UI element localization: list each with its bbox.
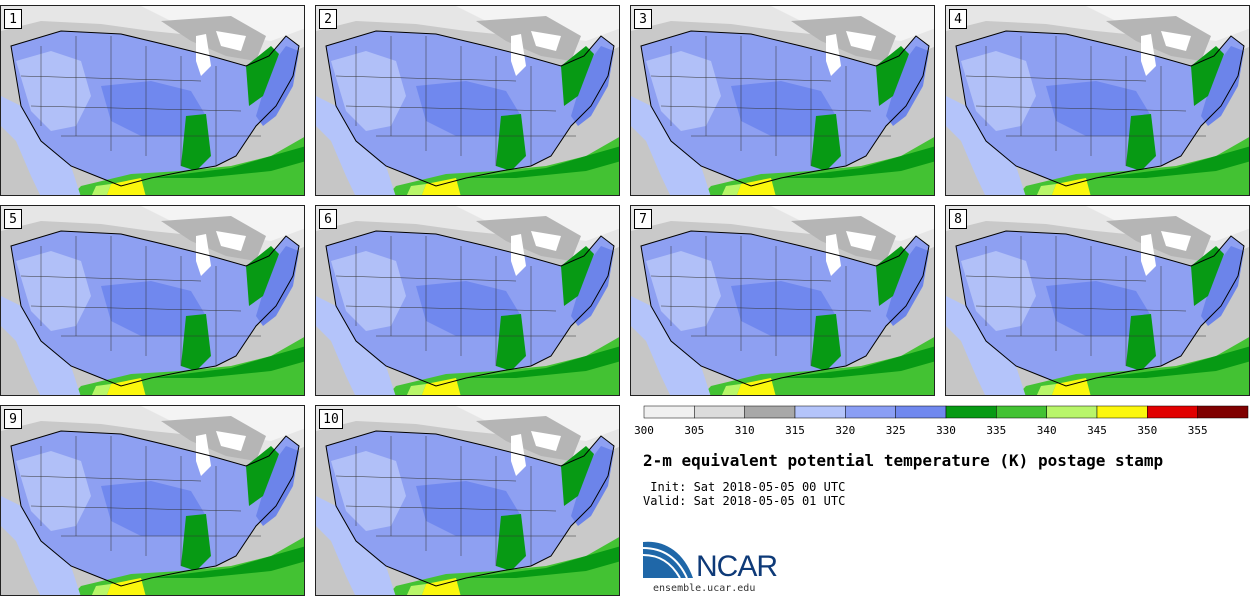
colorbar-segment: [1046, 405, 1098, 419]
colorbar-segment: [744, 405, 796, 419]
ensemble-member-panel-10: 10: [315, 405, 620, 596]
ensemble-member-panel-5: 5: [0, 205, 305, 396]
member-number-label: 3: [634, 9, 652, 29]
colorbar-tick-label: 355: [1187, 424, 1208, 437]
theta-e-map: [1, 206, 304, 395]
theta-e-map: [946, 6, 1249, 195]
colorbar-segment: [996, 405, 1047, 419]
member-number-label: 2: [319, 9, 337, 29]
colorbar-segment: [794, 405, 846, 419]
theta-e-map: [631, 206, 934, 395]
ncar-logo-text: NCAR: [696, 550, 778, 583]
colorbar-segment: [694, 405, 745, 419]
colorbar-tick-label: 340: [1036, 424, 1057, 437]
colorbar-tick-label: 300: [634, 424, 654, 437]
colorbar-segment: [1147, 405, 1198, 419]
colorbar-tick-label: 310: [734, 424, 755, 437]
colorbar-segment: [1096, 405, 1148, 419]
ensemble-member-panel-2: 2: [315, 5, 620, 196]
colorbar-segment: [845, 405, 896, 419]
member-number-label: 4: [949, 9, 967, 29]
colorbar-tick-label: 315: [785, 424, 805, 437]
theta-e-map: [316, 6, 619, 195]
ensemble-member-panel-1: 1: [0, 5, 305, 196]
colorbar-tick-label: 330: [936, 424, 956, 437]
ensemble-member-panel-6: 6: [315, 205, 620, 396]
ensemble-member-panel-9: 9: [0, 405, 305, 596]
member-number-label: 8: [949, 209, 967, 229]
member-number-label: 7: [634, 209, 652, 229]
ensemble-member-panel-8: 8: [945, 205, 1250, 396]
colorbar-tick-label: 345: [1087, 424, 1107, 437]
init-time: Init: Sat 2018-05-05 00 UTC: [643, 480, 846, 494]
ensemble-member-panel-7: 7: [630, 205, 935, 396]
member-number-label: 9: [4, 409, 22, 429]
theta-e-map: [631, 6, 934, 195]
colorbar-tick-label: 325: [885, 424, 906, 437]
valid-time: Valid: Sat 2018-05-05 01 UTC: [643, 494, 846, 508]
colorbar-segment: [1197, 405, 1249, 419]
colorbar-segment: [643, 405, 695, 419]
chart-title: 2-m equivalent potential temperature (K)…: [643, 451, 1164, 470]
theta-e-map: [1, 406, 304, 595]
ncar-logo-icon: [643, 541, 693, 579]
theta-e-map: [946, 206, 1249, 395]
member-number-label: 6: [319, 209, 337, 229]
colorbar-tick-label: 350: [1137, 424, 1158, 437]
ensemble-member-panel-4: 4: [945, 5, 1250, 196]
colorbar-tick-label: 335: [986, 424, 1007, 437]
member-number-label: 10: [319, 409, 343, 429]
theta-e-map: [1, 6, 304, 195]
member-number-label: 5: [4, 209, 22, 229]
colorbar: [643, 405, 1249, 419]
colorbar-segment: [945, 405, 997, 419]
theta-e-map: [316, 206, 619, 395]
member-number-label: 1: [4, 9, 22, 29]
colorbar-tick-label: 320: [835, 424, 856, 437]
ensemble-member-panel-3: 3: [630, 5, 935, 196]
colorbar-segment: [895, 405, 947, 419]
website-url: ensemble.ucar.edu: [653, 583, 756, 594]
colorbar-tick-label: 305: [684, 424, 705, 437]
theta-e-map: [316, 406, 619, 595]
